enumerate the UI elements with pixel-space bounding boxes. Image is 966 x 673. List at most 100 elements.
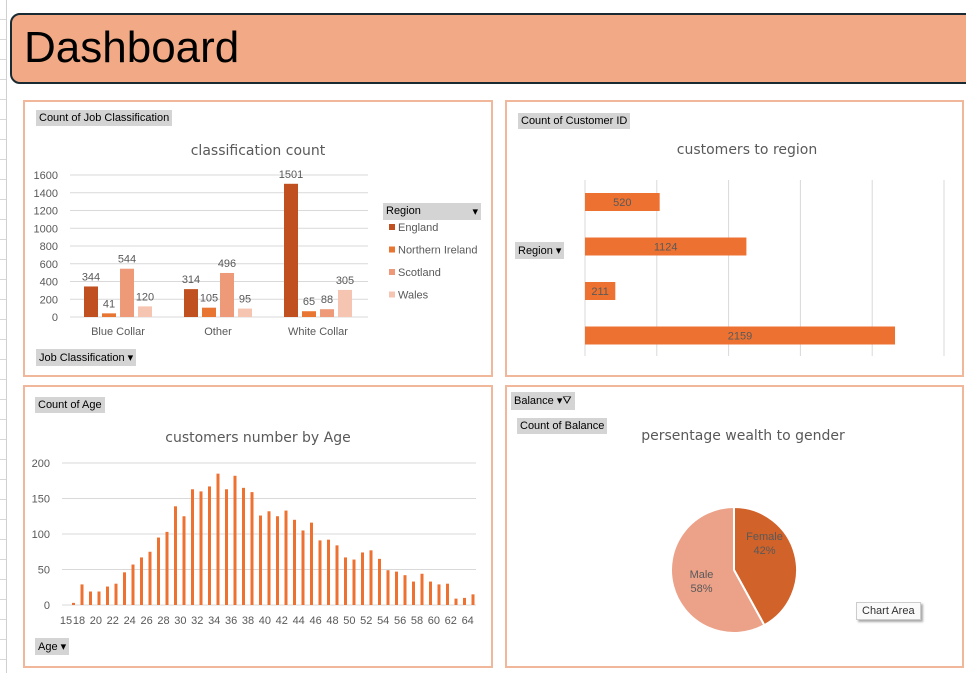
filter-icon: ▾⛛ xyxy=(556,395,572,407)
pie-percent: 42% xyxy=(753,545,775,557)
age-bar xyxy=(310,522,313,605)
balance-filter-button[interactable]: Balance ▾⛛ xyxy=(511,392,575,410)
age-bar xyxy=(403,575,407,605)
region-bar xyxy=(585,237,747,256)
age-bar xyxy=(148,551,152,605)
data-label: 2159 xyxy=(728,331,752,343)
x-tick-label: 48 xyxy=(326,615,338,627)
bar-northern-ireland xyxy=(202,307,216,317)
age-bar xyxy=(412,581,415,605)
x-tick-label: 58 xyxy=(411,615,423,627)
x-tick-label: 24 xyxy=(124,615,136,627)
dropdown-arrow-icon: ▾ xyxy=(472,206,478,218)
x-tick-label: 64 xyxy=(462,615,474,627)
pie-label: Male xyxy=(690,569,714,581)
age-filter-button[interactable]: Age ▾ xyxy=(35,638,70,655)
age-bar xyxy=(335,545,339,605)
x-tick-label: 18 xyxy=(73,615,85,627)
pie-slice-female xyxy=(733,505,798,627)
data-label: 314 xyxy=(182,274,200,286)
data-label: 120 xyxy=(136,291,154,303)
y-tick-label: 800 xyxy=(40,241,58,253)
count-of-customer-id-button[interactable]: Count of Customer ID xyxy=(518,113,631,129)
label: Region xyxy=(518,245,553,257)
x-tick-label: 40 xyxy=(259,615,271,627)
bar-england xyxy=(284,183,298,317)
y-tick-label: 1000 xyxy=(34,223,58,235)
age-bar xyxy=(242,487,245,605)
spreadsheet-row-gutter xyxy=(0,0,7,673)
age-bar xyxy=(454,598,458,605)
x-tick-label: 44 xyxy=(293,615,305,627)
age-bar xyxy=(301,530,305,605)
age-bar xyxy=(174,506,177,605)
data-label: 544 xyxy=(118,254,136,266)
age-bar xyxy=(131,564,135,605)
bar-northern-ireland xyxy=(302,311,316,317)
x-tick-label: 46 xyxy=(309,615,321,627)
age-bar xyxy=(182,516,186,605)
x-tick-label: Blue Collar xyxy=(91,326,145,338)
x-tick-label: 26 xyxy=(140,615,152,627)
data-label: 1501 xyxy=(279,169,303,181)
x-tick-label: 38 xyxy=(242,615,254,627)
age-bar xyxy=(386,570,390,605)
age-bar xyxy=(352,559,356,605)
bar-wales xyxy=(238,308,252,317)
chart-title: customers to region xyxy=(677,142,817,158)
data-label: 520 xyxy=(613,197,631,209)
chart-title: customers number by Age xyxy=(165,430,350,446)
x-tick-label: 36 xyxy=(225,615,237,627)
y-tick-label: 1600 xyxy=(34,170,58,182)
bar-wales xyxy=(138,306,152,317)
y-tick-label: 0 xyxy=(52,312,58,324)
age-bar xyxy=(72,602,75,605)
x-tick-label: 20 xyxy=(90,615,102,627)
age-bar xyxy=(369,550,373,605)
age-bar xyxy=(327,539,330,605)
age-bar xyxy=(233,475,237,605)
y-tick-label: 0 xyxy=(44,600,50,612)
bar-scotland xyxy=(320,309,334,317)
bar-england xyxy=(184,289,198,317)
age-bar xyxy=(225,489,228,605)
classification-chart-panel[interactable] xyxy=(23,100,493,377)
x-tick-label: 60 xyxy=(428,615,440,627)
age-bar xyxy=(267,511,271,605)
age-bar xyxy=(89,591,92,605)
y-tick-label: 400 xyxy=(40,277,58,289)
age-bar xyxy=(106,586,109,605)
age-bar xyxy=(208,486,211,605)
age-bar xyxy=(123,572,126,605)
age-bar xyxy=(259,515,262,605)
job-classification-filter-button[interactable]: Job Classification ▾ xyxy=(36,349,137,366)
x-tick-label: 62 xyxy=(445,615,457,627)
x-tick-label: 28 xyxy=(157,615,169,627)
region-bar xyxy=(585,282,616,300)
age-bar xyxy=(276,516,279,605)
data-label: 344 xyxy=(82,271,100,283)
data-label: 105 xyxy=(200,293,218,305)
legend-entry: England xyxy=(398,222,438,234)
pie-slice-male xyxy=(670,505,766,634)
x-tick-label: 15 xyxy=(60,615,72,627)
label: Job Classification xyxy=(39,352,125,364)
count-of-job-classification-button[interactable]: Count of Job Classification xyxy=(36,110,173,126)
legend-swatch xyxy=(389,246,395,253)
label: Age xyxy=(38,641,58,653)
count-of-balance-button[interactable]: Count of Balance xyxy=(517,418,608,434)
region-legend-filter-button[interactable]: Region ▾ xyxy=(383,203,481,220)
dropdown-arrow-icon: ▾ xyxy=(127,352,134,364)
count-of-age-button[interactable]: Count of Age xyxy=(35,397,105,413)
data-label: 95 xyxy=(239,294,251,306)
data-label: 88 xyxy=(321,294,333,306)
x-tick-label: 32 xyxy=(191,615,203,627)
x-tick-label: 50 xyxy=(343,615,355,627)
region-filter-button[interactable]: Region ▾ xyxy=(515,242,565,259)
data-label: 1124 xyxy=(654,242,678,254)
y-tick-label: 1400 xyxy=(34,188,58,200)
age-bar xyxy=(420,573,424,605)
age-bar xyxy=(80,584,84,605)
age-chart-panel[interactable] xyxy=(23,385,493,668)
